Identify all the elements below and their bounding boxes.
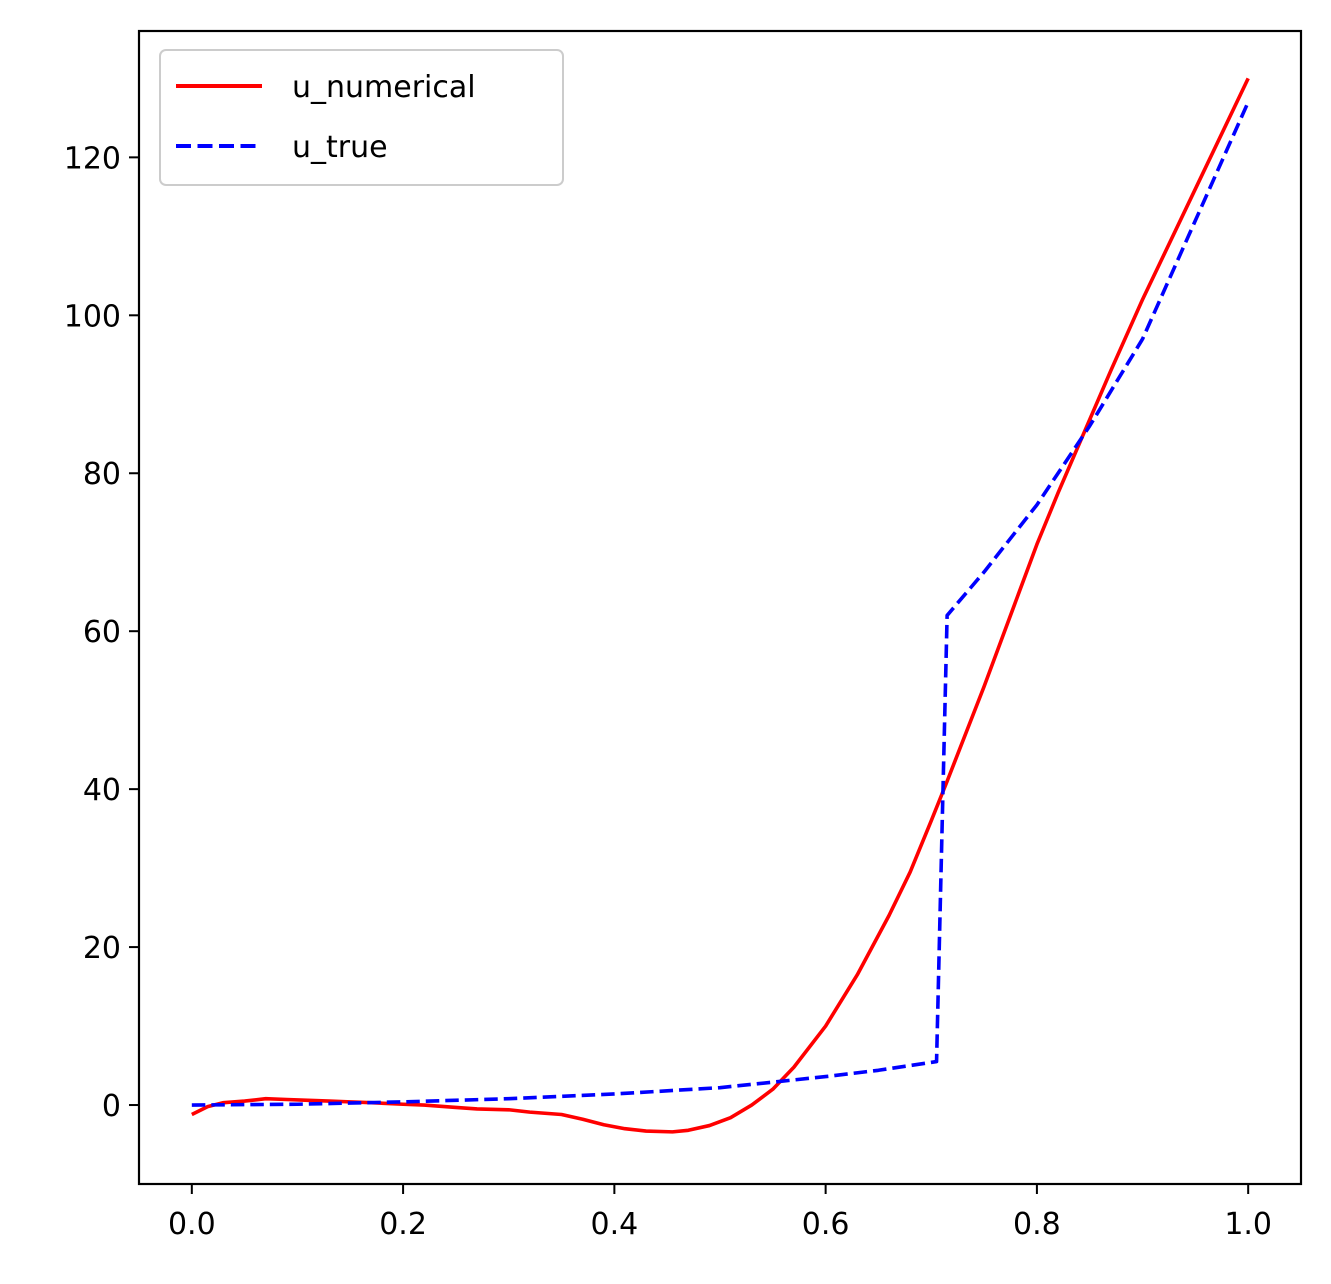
legend-box [159, 49, 564, 186]
y-tick-label: 0 [102, 1089, 121, 1124]
y-tick-label: 80 [83, 457, 121, 492]
y-tick-label: 60 [83, 615, 121, 650]
legend: u_numerical u_true [159, 49, 564, 186]
y-tick-label: 20 [83, 931, 121, 966]
plot-frame [137, 29, 1303, 1186]
y-tick-label: 120 [64, 141, 121, 176]
legend-label-u-numerical: u_numerical [292, 70, 476, 105]
x-axis: 0.0 0.2 0.4 0.6 0.8 1.0 [168, 1184, 1272, 1242]
legend-label-u-true: u_true [292, 130, 388, 165]
y-tick-label: 100 [64, 299, 121, 334]
y-tick-label: 40 [83, 773, 121, 808]
series-line-u-true [191, 101, 1250, 1107]
x-tick-label: 0.2 [379, 1207, 427, 1242]
x-tick-label: 0.4 [591, 1207, 639, 1242]
x-tick-label: 0.0 [168, 1207, 216, 1242]
series-layer [191, 77, 1250, 1134]
x-tick-label: 0.6 [802, 1207, 850, 1242]
y-axis: 0 20 40 60 80 100 120 [64, 141, 139, 1124]
x-tick-label: 1.0 [1224, 1207, 1272, 1242]
series-line-u-numerical [191, 77, 1250, 1134]
x-tick-label: 0.8 [1013, 1207, 1061, 1242]
